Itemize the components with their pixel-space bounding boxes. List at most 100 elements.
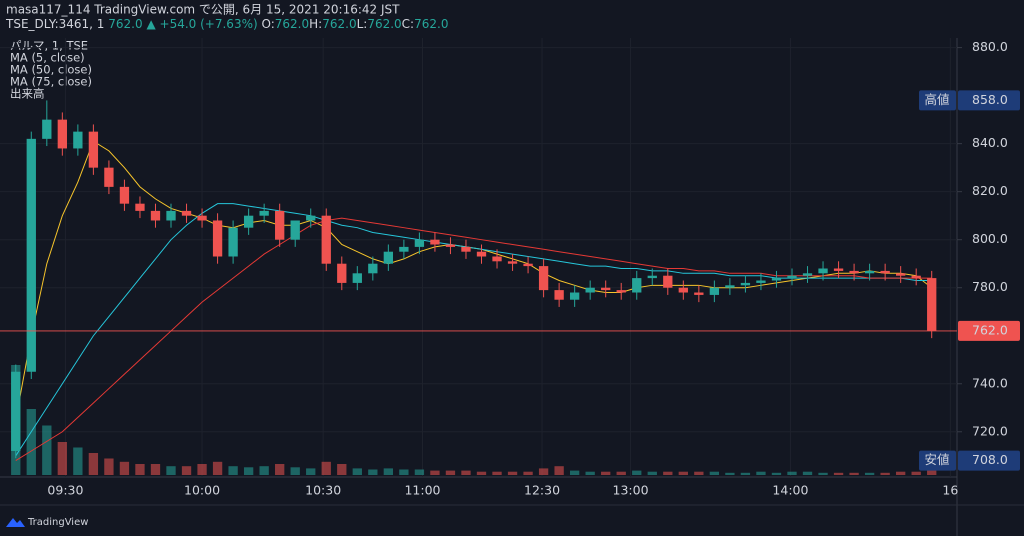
candle-body xyxy=(414,239,425,247)
volume-bar xyxy=(585,471,595,475)
volume-bar xyxy=(399,469,409,475)
y-tick-label: 720.0 xyxy=(972,423,1008,438)
candle-body xyxy=(243,215,254,228)
candle-body xyxy=(26,138,36,372)
x-tick-label: 10:00 xyxy=(184,483,220,498)
volume-bar xyxy=(507,471,518,475)
candle-body xyxy=(42,119,52,139)
volume-bar xyxy=(243,467,254,475)
candle-body xyxy=(197,215,207,221)
price-marker-label: 708.0 xyxy=(972,452,1008,467)
volume-bar xyxy=(306,468,316,475)
last: 762.0 xyxy=(108,17,142,31)
x-tick-label: 14:00 xyxy=(772,483,808,498)
ohlc-value: 762.0 xyxy=(367,17,401,31)
logo xyxy=(6,518,25,527)
marker-tag-label: 安値 xyxy=(924,452,949,467)
price-marker xyxy=(958,320,1020,341)
price-marker xyxy=(958,450,1020,471)
volume-bar xyxy=(818,472,828,475)
legend-entry: MA (5, close) xyxy=(10,51,85,65)
x-tick-label: 10:30 xyxy=(305,483,341,498)
volume-bar xyxy=(476,471,487,475)
symbol: TSE_DLY:3461, 1 xyxy=(5,17,104,31)
volume-bar xyxy=(73,447,83,475)
volume-bar xyxy=(771,472,782,475)
candle-body xyxy=(321,215,331,264)
candle-body xyxy=(290,220,300,240)
volume-bar xyxy=(104,458,114,475)
y-tick-label: 740.0 xyxy=(972,375,1008,390)
marker-tag xyxy=(919,90,956,111)
volume-bar xyxy=(678,471,688,475)
candle-body xyxy=(275,210,285,240)
price-marker xyxy=(958,90,1020,111)
candle-body xyxy=(306,215,316,221)
volume-bar xyxy=(166,466,176,475)
volume-bar xyxy=(787,471,797,475)
volume-bar xyxy=(135,464,145,475)
volume-bar xyxy=(647,471,657,475)
volume-bar xyxy=(461,470,471,475)
ohlc-value: 762.0 xyxy=(322,17,356,31)
published: masa117_114 TradingView.com で公開, 6月 15, … xyxy=(6,3,400,17)
volume-bar xyxy=(181,466,192,475)
candle-body xyxy=(709,287,720,295)
candle-body xyxy=(104,167,114,187)
symbol-line: TSE_DLY:3461, 1 762.0 ▲ +54.0 (+7.63%) O… xyxy=(5,17,448,31)
candle-body xyxy=(337,263,347,283)
marker-tag-label: 高値 xyxy=(924,92,949,107)
legend-entry: パルマ, 1, TSE xyxy=(10,39,88,53)
candle-body xyxy=(849,270,859,274)
candle-body xyxy=(554,290,564,300)
candle-body xyxy=(383,251,394,264)
volume-bar xyxy=(42,425,52,475)
volume-bar xyxy=(802,471,813,475)
candle-body xyxy=(663,275,673,288)
candle-body xyxy=(507,261,518,264)
candle-body xyxy=(57,119,67,149)
legend-entry: MA (50, close) xyxy=(10,63,92,77)
candle-body xyxy=(585,287,595,293)
candle-body xyxy=(181,210,192,216)
candle-body xyxy=(880,270,890,274)
volume-bar xyxy=(554,466,564,475)
ohlc-key: H: xyxy=(309,17,322,31)
y-tick-label: 800.0 xyxy=(972,231,1008,246)
candle-body xyxy=(166,210,176,221)
candle-body xyxy=(787,275,797,279)
volume-bar xyxy=(430,470,440,475)
candle-body xyxy=(911,275,921,279)
volume-bar xyxy=(756,471,766,475)
ohlc-key: C: xyxy=(402,17,414,31)
y-tick-label: 820.0 xyxy=(972,183,1008,198)
legend-entry: 出来高 xyxy=(10,87,45,101)
ohlc-key: O: xyxy=(262,17,275,31)
candle-body xyxy=(771,278,782,281)
volume-bar xyxy=(228,466,238,475)
y-tick-label: 780.0 xyxy=(972,279,1008,294)
change: +54.0 (+7.63%) xyxy=(160,17,258,31)
candle-body xyxy=(73,131,83,149)
volume-bar xyxy=(88,453,99,475)
candle-body xyxy=(150,210,161,221)
y-tick-label: 880.0 xyxy=(972,39,1008,54)
plot xyxy=(0,38,957,477)
volume-bar xyxy=(57,442,67,475)
volume-bar xyxy=(212,461,223,475)
candle-body xyxy=(119,186,130,204)
footer-text: TradingView xyxy=(27,517,88,528)
volume-bar xyxy=(880,472,890,475)
candle-body xyxy=(833,268,844,271)
x-tick-label: 11:00 xyxy=(404,483,440,498)
candle-body xyxy=(896,273,906,276)
volume-bar xyxy=(616,471,626,475)
candle-body xyxy=(538,266,549,291)
volume-bar xyxy=(709,471,720,475)
candle-body xyxy=(725,285,735,288)
volume-bar xyxy=(663,471,673,475)
volume-bar xyxy=(523,471,533,475)
volume-bar xyxy=(445,470,456,475)
volume-bar xyxy=(368,469,378,475)
